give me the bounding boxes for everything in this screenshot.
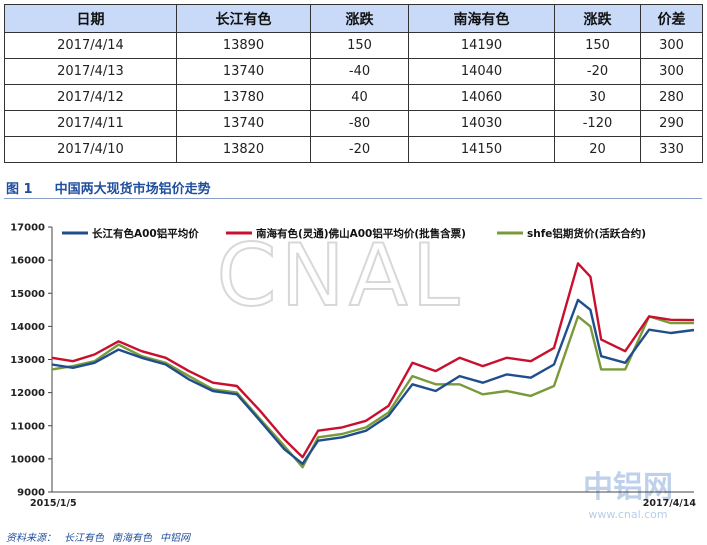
cell-spread: 300 <box>640 58 703 85</box>
cell-nanhai: 14060 <box>408 84 555 111</box>
source-item: 长江有色 <box>64 533 104 544</box>
cell-changjiang: 13780 <box>176 84 311 111</box>
series-line-1 <box>51 262 695 459</box>
cell-change-nanhai: 20 <box>554 136 641 163</box>
y-tick-label: 12000 <box>10 388 45 399</box>
y-tick-label: 13000 <box>10 355 45 366</box>
x-axis: 2015/1/5 2017/4/14 <box>30 491 697 509</box>
cell-changjiang: 13740 <box>176 58 311 85</box>
source-label: 资料来源： <box>6 533 56 544</box>
y-tick-label: 15000 <box>10 289 45 300</box>
cell-date: 2017/4/14 <box>4 32 177 59</box>
cell-spread: 290 <box>640 110 703 137</box>
series-line-2 <box>51 315 694 469</box>
legend-label: shfe铝期货价(活跃合约) <box>527 227 646 240</box>
table-row: 2017/4/12 13780 40 14060 30 280 <box>4 84 703 111</box>
y-axis: 9000 10000 11000 12000 13000 14000 15000 16000 1… <box>10 223 53 499</box>
watermark-cnal: CNAL <box>216 226 463 326</box>
table-row: 2017/4/11 13740 -80 14030 -120 290 <box>4 110 703 137</box>
source-item: 中铝网 <box>160 533 190 544</box>
table-body: 2017/4/14 13890 150 14190 150 300 2017/4… <box>4 32 703 163</box>
y-tick-label: 14000 <box>10 322 45 333</box>
cell-change-nanhai: -20 <box>554 58 641 85</box>
header-change-changjiang: 涨跌 <box>310 4 409 33</box>
cell-spread: 300 <box>640 32 703 59</box>
y-tick-label: 17000 <box>10 223 45 234</box>
y-tick-label: 9000 <box>17 488 45 499</box>
cell-change-changjiang: 150 <box>310 32 409 59</box>
source-item: 南海有色 <box>112 533 152 544</box>
header-changjiang: 长江有色 <box>176 4 311 33</box>
table-row: 2017/4/10 13820 -20 14150 20 330 <box>4 136 703 163</box>
cell-change-changjiang: -40 <box>310 58 409 85</box>
watermark-url: www.cnal.com <box>588 508 667 521</box>
cell-nanhai: 14190 <box>408 32 555 59</box>
figure-title: 中国两大现货市场铝价走势 <box>54 182 211 197</box>
series-line-0 <box>51 298 695 465</box>
cell-spread: 280 <box>640 84 703 111</box>
legend-label: 长江有色A00铝平均价 <box>92 227 199 240</box>
cell-date: 2017/4/10 <box>4 136 177 163</box>
cell-changjiang: 13890 <box>176 32 311 59</box>
cell-change-nanhai: 30 <box>554 84 641 111</box>
header-nanhai: 南海有色 <box>408 4 555 33</box>
cell-date: 2017/4/12 <box>4 84 177 111</box>
source-note: 资料来源： 长江有色 南海有色 中铝网 <box>6 529 198 544</box>
cell-changjiang: 13820 <box>176 136 311 163</box>
cell-spread: 330 <box>640 136 703 163</box>
cell-change-changjiang: 40 <box>310 84 409 111</box>
price-line-chart: CNAL 中铝网 www.cnal.com 9000 10000 11000 1200… <box>10 223 697 522</box>
price-table: 日期 长江有色 涨跌 南海有色 涨跌 价差 2017/4/14 13890 15… <box>4 4 703 163</box>
cell-changjiang: 13740 <box>176 110 311 137</box>
y-tick-label: 16000 <box>10 256 45 267</box>
x-tick-label: 2017/4/14 <box>643 498 697 509</box>
cell-nanhai: 14150 <box>408 136 555 163</box>
table-header: 日期 长江有色 涨跌 南海有色 涨跌 价差 <box>4 4 703 33</box>
cell-change-changjiang: -80 <box>310 110 409 137</box>
header-change-nanhai: 涨跌 <box>554 4 641 33</box>
series-layer <box>51 262 695 469</box>
cell-change-nanhai: -120 <box>554 110 641 137</box>
cell-change-nanhai: 150 <box>554 32 641 59</box>
header-spread: 价差 <box>640 4 703 33</box>
y-tick-label: 11000 <box>10 421 45 432</box>
figure-number: 图 1 <box>6 182 33 197</box>
cell-date: 2017/4/13 <box>4 58 177 85</box>
chart-legend: 长江有色A00铝平均价 南海有色(灵通)佛山A00铝平均价(批售含票) shfe铝期… <box>62 227 646 240</box>
caption-divider <box>4 198 702 199</box>
header-date: 日期 <box>4 4 177 33</box>
y-tick-label: 10000 <box>10 454 45 465</box>
cell-date: 2017/4/11 <box>4 110 177 137</box>
table-row: 2017/4/13 13740 -40 14040 -20 300 <box>4 58 703 85</box>
figure-caption: 图 1 中国两大现货市场铝价走势 <box>6 178 211 197</box>
cell-change-changjiang: -20 <box>310 136 409 163</box>
cell-nanhai: 14040 <box>408 58 555 85</box>
legend-label: 南海有色(灵通)佛山A00铝平均价(批售含票) <box>256 227 466 240</box>
table-row: 2017/4/14 13890 150 14190 150 300 <box>4 32 703 59</box>
x-tick-label: 2015/1/5 <box>30 498 77 509</box>
watermark: CNAL 中铝网 www.cnal.com <box>215 225 673 521</box>
cell-nanhai: 14030 <box>408 110 555 137</box>
header-row: 日期 长江有色 涨跌 南海有色 涨跌 价差 <box>4 4 703 33</box>
watermark-logo: 中铝网 <box>583 470 673 505</box>
